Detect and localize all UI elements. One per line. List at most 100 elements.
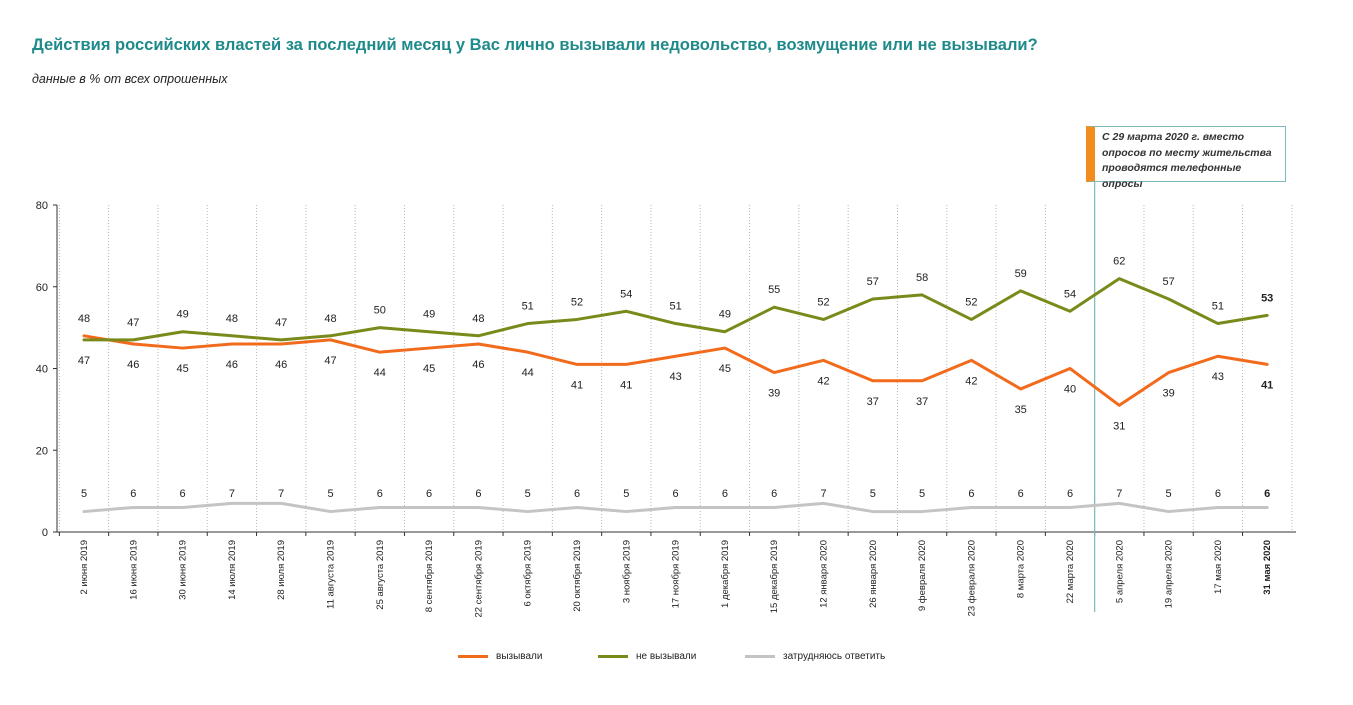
data-label-series1: 42 (965, 375, 977, 387)
data-label-series2: 47 (127, 317, 139, 329)
data-label-series2: 52 (571, 296, 583, 308)
data-label-series2: 54 (1064, 288, 1076, 300)
x-tick-label: 22 сентября 2019 (473, 540, 484, 618)
y-tick-label: 80 (36, 200, 48, 212)
data-label-series1: 45 (719, 363, 731, 375)
data-label-series3: 6 (1067, 488, 1073, 500)
data-label-series3: 7 (278, 488, 284, 500)
data-label-series1: 41 (571, 379, 583, 391)
data-label-series2: 49 (176, 309, 188, 321)
data-label-series2: 54 (620, 288, 632, 300)
x-tick-label: 14 июля 2019 (227, 540, 238, 600)
x-tick-label: 8 марта 2020 (1016, 540, 1027, 598)
page-subtitle: данные в % от всех опрошенных (32, 72, 228, 86)
x-tick-label: 11 августа 2019 (326, 540, 337, 609)
data-label-series1: 42 (817, 375, 829, 387)
data-label-series1: 43 (669, 371, 681, 383)
data-label-series1: 48 (78, 313, 90, 325)
data-label-series2: 48 (324, 313, 336, 325)
x-tick-label: 31 мая 2020 (1262, 540, 1273, 595)
data-label-series3: 6 (377, 488, 383, 500)
data-label-series1: 46 (226, 359, 238, 371)
x-tick-label: 2 июня 2019 (79, 540, 90, 595)
x-tick-label: 25 августа 2019 (375, 540, 386, 610)
legend-label-series1: вызывали (496, 651, 543, 662)
data-label-series1: 37 (867, 396, 879, 408)
data-label-series3: 5 (525, 488, 531, 500)
data-label-series2: 51 (1212, 301, 1224, 313)
x-tick-label: 1 декабря 2019 (720, 540, 731, 608)
data-label-series1: 43 (1212, 371, 1224, 383)
data-label-series2: 49 (719, 309, 731, 321)
legend-label-series2: не вызывали (636, 651, 697, 662)
y-tick-label: 20 (36, 445, 48, 457)
x-tick-label: 20 октября 2019 (572, 540, 583, 612)
x-tick-label: 22 марта 2020 (1065, 540, 1076, 603)
legend-swatch-series3 (745, 655, 775, 658)
x-tick-label: 5 апреля 2020 (1114, 540, 1125, 603)
data-label-series1: 37 (916, 396, 928, 408)
legend-label-series3: затрудняюсь ответить (783, 651, 886, 662)
data-label-series3: 6 (771, 488, 777, 500)
data-label-series2: 49 (423, 309, 435, 321)
data-label-series3: 5 (870, 488, 876, 500)
x-tick-label: 6 октября 2019 (523, 540, 534, 607)
data-label-series3: 6 (673, 488, 679, 500)
data-label-series3: 5 (1166, 488, 1172, 500)
series-line-1 (82, 334, 1269, 407)
data-label-series1: 46 (275, 359, 287, 371)
data-label-series3: 6 (1264, 488, 1270, 500)
data-label-series1: 46 (472, 359, 484, 371)
data-label-series2: 52 (817, 296, 829, 308)
chart-legend: вызывали не вызывали затрудняюсь ответит… (0, 651, 1353, 669)
x-tick-label: 12 января 2020 (819, 540, 830, 608)
x-tick-label: 23 февраля 2020 (966, 540, 977, 616)
data-label-series3: 6 (426, 488, 432, 500)
x-tick-label: 28 июля 2019 (276, 540, 287, 600)
y-tick-label: 40 (36, 364, 48, 376)
x-tick-label: 15 декабря 2019 (769, 540, 780, 613)
data-label-series1: 44 (374, 367, 386, 379)
legend-item-series2: не вызывали (598, 651, 696, 662)
data-label-series3: 6 (475, 488, 481, 500)
data-label-series1: 47 (324, 355, 336, 367)
x-tick-label: 19 апреля 2020 (1164, 540, 1175, 608)
data-label-series1: 44 (522, 367, 534, 379)
data-label-series3: 5 (623, 488, 629, 500)
data-label-series3: 5 (327, 488, 333, 500)
x-tick-label: 9 февраля 2020 (917, 540, 928, 611)
data-label-series2: 59 (1015, 268, 1027, 280)
legend-item-series1: вызывали (458, 651, 542, 662)
data-label-series3: 6 (1018, 488, 1024, 500)
data-label-series1: 35 (1015, 404, 1027, 416)
data-label-series3: 7 (229, 488, 235, 500)
data-label-series2: 55 (768, 284, 780, 296)
data-label-series2: 47 (78, 355, 90, 367)
y-tick-label: 0 (42, 527, 48, 539)
data-label-series1: 40 (1064, 384, 1076, 396)
page-title: Действия российских властей за последний… (32, 36, 1038, 54)
x-tick-label: 16 июня 2019 (128, 540, 139, 600)
data-label-series2: 58 (916, 272, 928, 284)
data-label-series2: 52 (965, 296, 977, 308)
method-change-note: С 29 марта 2020 г. вместо опросов по мес… (1086, 126, 1286, 190)
data-label-series3: 6 (968, 488, 974, 500)
data-label-series3: 6 (574, 488, 580, 500)
x-tick-label: 17 мая 2020 (1213, 540, 1224, 594)
legend-swatch-series2 (598, 655, 628, 658)
y-tick-label: 60 (36, 282, 48, 294)
data-label-series3: 5 (81, 488, 87, 500)
data-label-series1: 46 (127, 359, 139, 371)
data-label-series2: 62 (1113, 256, 1125, 268)
data-label-series3: 6 (130, 488, 136, 500)
data-label-series2: 57 (867, 276, 879, 288)
data-label-series2: 57 (1162, 276, 1174, 288)
x-tick-label: 17 ноября 2019 (671, 540, 682, 608)
x-tick-label: 8 сентября 2019 (424, 540, 435, 612)
data-label-series2: 51 (522, 301, 534, 313)
legend-item-series3: затрудняюсь ответить (745, 651, 885, 662)
x-tick-label: 3 ноября 2019 (621, 540, 632, 603)
x-tick-label: 26 января 2020 (868, 540, 879, 608)
data-label-series2: 50 (374, 305, 386, 317)
